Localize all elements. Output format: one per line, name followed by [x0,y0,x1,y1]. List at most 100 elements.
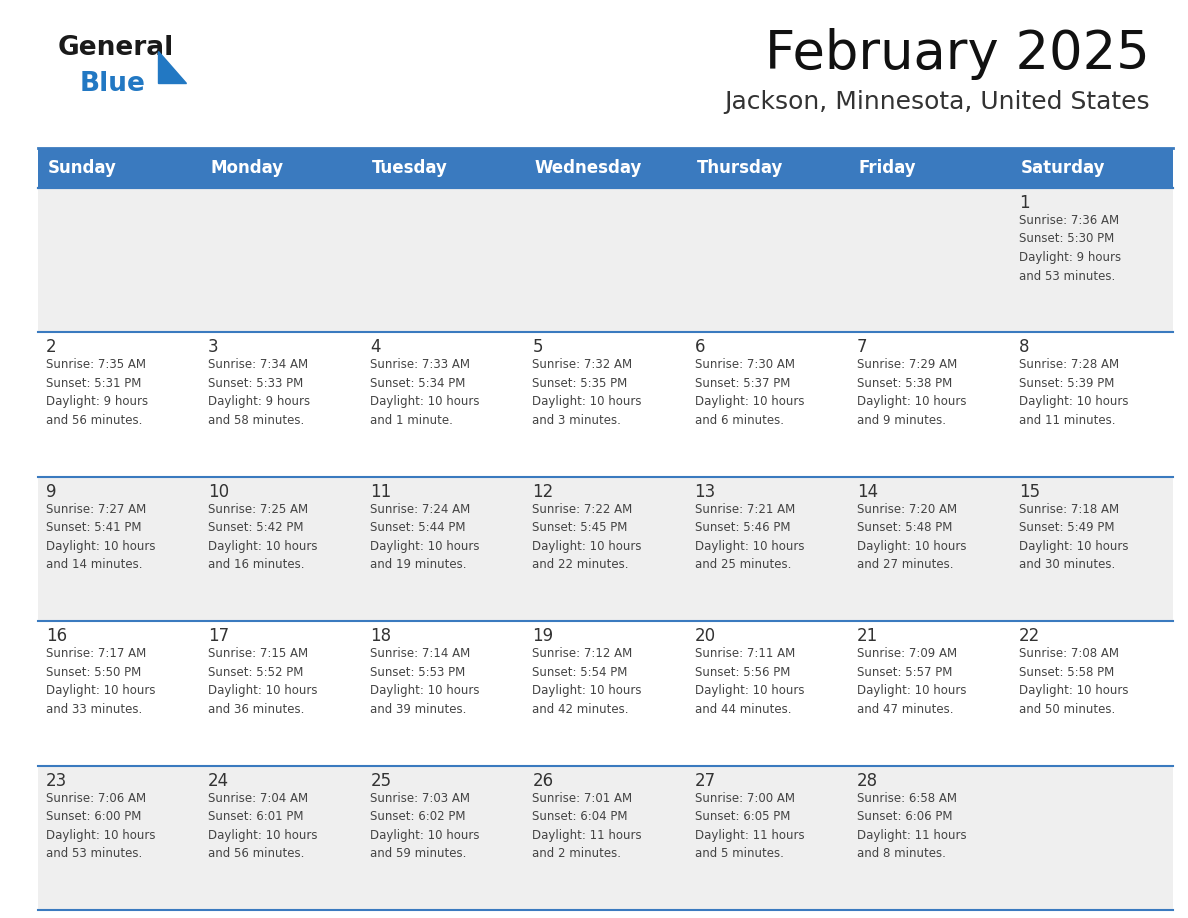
Bar [687,188,848,332]
Bar [687,476,848,621]
Text: 5: 5 [532,339,543,356]
Text: 15: 15 [1019,483,1040,501]
Bar [200,148,362,188]
Bar [362,332,524,476]
Bar [524,766,687,910]
Bar [687,332,848,476]
Bar [1011,148,1173,188]
Bar [200,621,362,766]
Text: 28: 28 [857,772,878,789]
Text: 26: 26 [532,772,554,789]
Text: Monday: Monday [210,159,283,177]
Bar [38,766,200,910]
Text: Sunrise: 7:09 AM
Sunset: 5:57 PM
Daylight: 10 hours
and 47 minutes.: Sunrise: 7:09 AM Sunset: 5:57 PM Dayligh… [857,647,966,716]
Bar [848,188,1011,332]
Text: 6: 6 [695,339,704,356]
Polygon shape [158,51,187,83]
Text: 20: 20 [695,627,715,645]
Text: Sunrise: 7:08 AM
Sunset: 5:58 PM
Daylight: 10 hours
and 50 minutes.: Sunrise: 7:08 AM Sunset: 5:58 PM Dayligh… [1019,647,1129,716]
Text: Sunrise: 7:29 AM
Sunset: 5:38 PM
Daylight: 10 hours
and 9 minutes.: Sunrise: 7:29 AM Sunset: 5:38 PM Dayligh… [857,358,966,427]
Text: 11: 11 [371,483,392,501]
Bar [362,621,524,766]
Text: February 2025: February 2025 [765,28,1150,80]
Text: 10: 10 [208,483,229,501]
Text: 18: 18 [371,627,391,645]
Text: Sunrise: 7:17 AM
Sunset: 5:50 PM
Daylight: 10 hours
and 33 minutes.: Sunrise: 7:17 AM Sunset: 5:50 PM Dayligh… [46,647,156,716]
Text: Sunrise: 7:01 AM
Sunset: 6:04 PM
Daylight: 11 hours
and 2 minutes.: Sunrise: 7:01 AM Sunset: 6:04 PM Dayligh… [532,791,642,860]
Text: 27: 27 [695,772,715,789]
Text: Sunrise: 7:28 AM
Sunset: 5:39 PM
Daylight: 10 hours
and 11 minutes.: Sunrise: 7:28 AM Sunset: 5:39 PM Dayligh… [1019,358,1129,427]
Text: Jackson, Minnesota, United States: Jackson, Minnesota, United States [725,90,1150,114]
Text: Tuesday: Tuesday [372,159,448,177]
Bar [362,188,524,332]
Bar [1011,188,1173,332]
Bar [524,621,687,766]
Text: Sunrise: 7:27 AM
Sunset: 5:41 PM
Daylight: 10 hours
and 14 minutes.: Sunrise: 7:27 AM Sunset: 5:41 PM Dayligh… [46,503,156,571]
Text: 2: 2 [46,339,57,356]
Text: Sunrise: 7:04 AM
Sunset: 6:01 PM
Daylight: 10 hours
and 56 minutes.: Sunrise: 7:04 AM Sunset: 6:01 PM Dayligh… [208,791,317,860]
Text: 22: 22 [1019,627,1041,645]
Bar [362,766,524,910]
Bar [687,621,848,766]
Bar [200,332,362,476]
Text: 23: 23 [46,772,68,789]
Text: Sunrise: 7:14 AM
Sunset: 5:53 PM
Daylight: 10 hours
and 39 minutes.: Sunrise: 7:14 AM Sunset: 5:53 PM Dayligh… [371,647,480,716]
Bar [524,332,687,476]
Bar [848,766,1011,910]
Text: 13: 13 [695,483,716,501]
Text: Sunrise: 7:35 AM
Sunset: 5:31 PM
Daylight: 9 hours
and 56 minutes.: Sunrise: 7:35 AM Sunset: 5:31 PM Dayligh… [46,358,148,427]
Bar [848,148,1011,188]
Text: 16: 16 [46,627,68,645]
Bar [524,188,687,332]
Bar [1011,621,1173,766]
Text: 14: 14 [857,483,878,501]
Text: Sunrise: 6:58 AM
Sunset: 6:06 PM
Daylight: 11 hours
and 8 minutes.: Sunrise: 6:58 AM Sunset: 6:06 PM Dayligh… [857,791,966,860]
Text: Saturday: Saturday [1020,159,1105,177]
Text: 7: 7 [857,339,867,356]
Bar [1011,476,1173,621]
Text: 1: 1 [1019,194,1030,212]
Text: Sunrise: 7:20 AM
Sunset: 5:48 PM
Daylight: 10 hours
and 27 minutes.: Sunrise: 7:20 AM Sunset: 5:48 PM Dayligh… [857,503,966,571]
Bar [848,332,1011,476]
Text: 25: 25 [371,772,391,789]
Bar [200,766,362,910]
Bar [362,476,524,621]
Text: 17: 17 [208,627,229,645]
Text: Sunrise: 7:03 AM
Sunset: 6:02 PM
Daylight: 10 hours
and 59 minutes.: Sunrise: 7:03 AM Sunset: 6:02 PM Dayligh… [371,791,480,860]
Text: 19: 19 [532,627,554,645]
Text: 4: 4 [371,339,381,356]
Bar [524,148,687,188]
Text: Sunrise: 7:06 AM
Sunset: 6:00 PM
Daylight: 10 hours
and 53 minutes.: Sunrise: 7:06 AM Sunset: 6:00 PM Dayligh… [46,791,156,860]
Text: Sunrise: 7:15 AM
Sunset: 5:52 PM
Daylight: 10 hours
and 36 minutes.: Sunrise: 7:15 AM Sunset: 5:52 PM Dayligh… [208,647,317,716]
Text: Sunrise: 7:32 AM
Sunset: 5:35 PM
Daylight: 10 hours
and 3 minutes.: Sunrise: 7:32 AM Sunset: 5:35 PM Dayligh… [532,358,642,427]
Text: Sunrise: 7:36 AM
Sunset: 5:30 PM
Daylight: 9 hours
and 53 minutes.: Sunrise: 7:36 AM Sunset: 5:30 PM Dayligh… [1019,214,1121,283]
Text: Thursday: Thursday [696,159,783,177]
Bar [38,332,200,476]
Text: Sunday: Sunday [48,159,116,177]
Text: 21: 21 [857,627,878,645]
Bar [848,476,1011,621]
Text: Sunrise: 7:00 AM
Sunset: 6:05 PM
Daylight: 11 hours
and 5 minutes.: Sunrise: 7:00 AM Sunset: 6:05 PM Dayligh… [695,791,804,860]
Text: Sunrise: 7:22 AM
Sunset: 5:45 PM
Daylight: 10 hours
and 22 minutes.: Sunrise: 7:22 AM Sunset: 5:45 PM Dayligh… [532,503,642,571]
Text: 8: 8 [1019,339,1029,356]
Bar [200,188,362,332]
Text: Sunrise: 7:33 AM
Sunset: 5:34 PM
Daylight: 10 hours
and 1 minute.: Sunrise: 7:33 AM Sunset: 5:34 PM Dayligh… [371,358,480,427]
Text: Sunrise: 7:24 AM
Sunset: 5:44 PM
Daylight: 10 hours
and 19 minutes.: Sunrise: 7:24 AM Sunset: 5:44 PM Dayligh… [371,503,480,571]
Text: Sunrise: 7:11 AM
Sunset: 5:56 PM
Daylight: 10 hours
and 44 minutes.: Sunrise: 7:11 AM Sunset: 5:56 PM Dayligh… [695,647,804,716]
Bar [38,476,200,621]
Text: 9: 9 [46,483,57,501]
Text: 24: 24 [208,772,229,789]
Bar [38,188,200,332]
Bar [687,148,848,188]
Text: Sunrise: 7:18 AM
Sunset: 5:49 PM
Daylight: 10 hours
and 30 minutes.: Sunrise: 7:18 AM Sunset: 5:49 PM Dayligh… [1019,503,1129,571]
Bar [848,621,1011,766]
Text: Sunrise: 7:30 AM
Sunset: 5:37 PM
Daylight: 10 hours
and 6 minutes.: Sunrise: 7:30 AM Sunset: 5:37 PM Dayligh… [695,358,804,427]
Bar [38,148,200,188]
Bar [1011,332,1173,476]
Text: Friday: Friday [859,159,916,177]
Text: Wednesday: Wednesday [535,159,642,177]
Text: Sunrise: 7:34 AM
Sunset: 5:33 PM
Daylight: 9 hours
and 58 minutes.: Sunrise: 7:34 AM Sunset: 5:33 PM Dayligh… [208,358,310,427]
Text: General: General [58,35,175,61]
Text: Blue: Blue [80,71,146,97]
Bar [1011,766,1173,910]
